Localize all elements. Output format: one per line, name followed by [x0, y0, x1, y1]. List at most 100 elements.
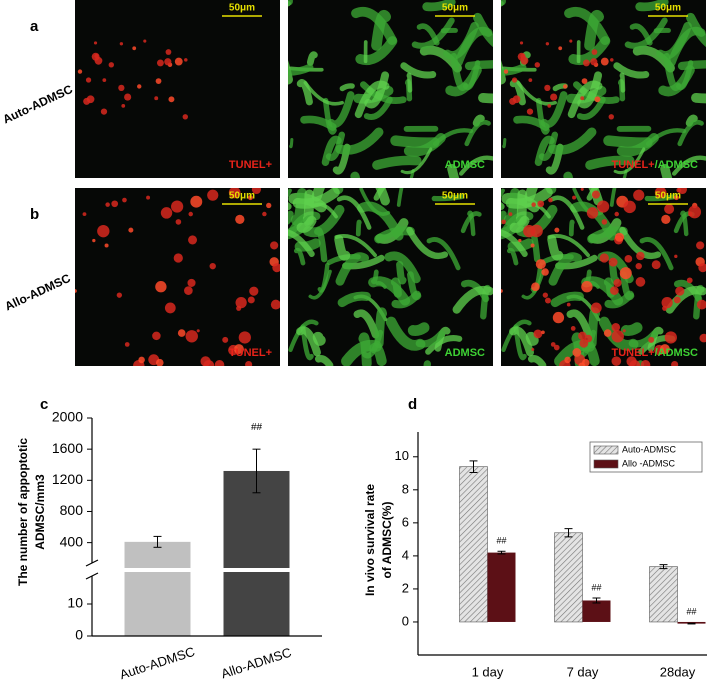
bar: [554, 532, 583, 623]
red-nucleus: [696, 241, 705, 250]
green-fiber: [501, 188, 505, 198]
green-fiber: [357, 201, 404, 241]
red-nucleus: [155, 78, 162, 84]
red-nucleus: [610, 286, 619, 295]
y-tick-label: 2000: [52, 409, 83, 425]
green-fiber: [384, 251, 421, 284]
green-fiber: [396, 188, 404, 207]
red-nucleus: [185, 330, 198, 343]
red-nucleus: [168, 96, 175, 103]
green-fiber: [540, 91, 568, 128]
annotation: ##: [591, 582, 601, 592]
red-nucleus: [686, 277, 693, 284]
red-nucleus: [119, 42, 124, 46]
red-nucleus: [610, 58, 614, 62]
caption: TUNEL+/ADMSC: [612, 347, 699, 359]
red-nucleus: [108, 62, 115, 68]
red-nucleus: [601, 219, 608, 225]
green-fiber: [527, 355, 547, 366]
red-nucleus: [121, 103, 126, 108]
green-fiber: [501, 63, 527, 76]
caption: TUNEL+/ADMSC: [612, 159, 699, 171]
caption-part: TUNEL+: [612, 347, 655, 359]
green-fiber: [289, 137, 294, 149]
green-fiber: [443, 21, 479, 60]
green-fiber: [406, 72, 413, 93]
green-fiber: [288, 210, 294, 225]
red-nucleus: [664, 203, 675, 215]
red-nucleus: [533, 329, 543, 339]
axis-break: [85, 559, 99, 567]
red-nucleus: [608, 257, 618, 267]
green-fiber: [406, 226, 449, 259]
green-fiber: [524, 188, 538, 202]
green-fiber: [335, 127, 384, 155]
green-fiber: [327, 91, 355, 128]
red-nucleus: [624, 254, 633, 263]
red-nucleus: [651, 260, 661, 270]
red-nucleus: [266, 202, 272, 209]
green-fiber: [509, 215, 530, 233]
green-fiber: [422, 0, 456, 12]
green-fiber: [335, 252, 370, 286]
green-fiber: [373, 188, 386, 201]
red-nucleus: [603, 329, 612, 337]
red-nucleus: [233, 344, 244, 355]
red-nucleus: [648, 336, 655, 343]
green-fiber: [368, 276, 411, 306]
green-fiber: [609, 188, 617, 207]
red-nucleus: [124, 93, 132, 101]
red-nucleus: [544, 297, 551, 304]
red-nucleus: [611, 356, 622, 366]
green-fiber: [423, 360, 432, 366]
red-nucleus: [175, 219, 182, 225]
green-fiber: [447, 164, 460, 178]
green-fiber: [302, 204, 345, 238]
red-nucleus: [247, 195, 253, 201]
red-nucleus: [222, 336, 229, 343]
bar: [649, 566, 678, 623]
red-nucleus: [698, 263, 706, 273]
caption-part: TUNEL+: [229, 159, 272, 171]
green-fiber: [296, 326, 321, 357]
red-nucleus: [688, 205, 702, 219]
x-tick-label: Auto-ADMSC: [118, 644, 197, 682]
green-fiber: [473, 12, 493, 47]
green-fiber: [303, 80, 344, 106]
red-nucleus: [143, 39, 147, 43]
red-nucleus: [228, 188, 241, 199]
caption-part: /ADMSC: [655, 159, 698, 171]
red-nucleus: [591, 49, 598, 55]
green-fiber: [564, 7, 610, 45]
red-nucleus: [614, 211, 619, 217]
green-fiber: [296, 215, 317, 233]
green-fiber: [396, 260, 407, 285]
green-fiber: [613, 147, 646, 175]
red-nucleus: [164, 58, 172, 66]
axis-break-gap: [112, 568, 322, 572]
red-nucleus: [591, 190, 600, 199]
red-nucleus: [531, 282, 540, 292]
annotation: ##: [251, 422, 263, 433]
red-nucleus: [531, 202, 536, 207]
red-nucleus: [190, 195, 203, 208]
green-fiber: [452, 286, 493, 314]
red-nucleus: [550, 93, 558, 101]
red-nucleus: [572, 195, 577, 200]
green-fiber: [675, 60, 694, 91]
red-nucleus: [553, 344, 560, 351]
green-fiber: [390, 135, 440, 148]
micrograph: 50μm ADMSC: [288, 0, 493, 178]
y-tick-label: 0: [402, 613, 409, 628]
micrograph: 50μm TUNEL+/ADMSC: [501, 0, 706, 178]
green-fiber: [549, 195, 585, 230]
red-nucleus: [526, 108, 534, 115]
green-fiber: [547, 234, 564, 261]
red-nucleus: [235, 214, 245, 225]
red-nucleus: [262, 211, 267, 217]
red-nucleus: [520, 56, 529, 65]
red-nucleus: [572, 348, 582, 357]
red-nucleus: [537, 200, 545, 208]
micrograph: 50μm TUNEL+/ADMSC: [501, 188, 706, 366]
